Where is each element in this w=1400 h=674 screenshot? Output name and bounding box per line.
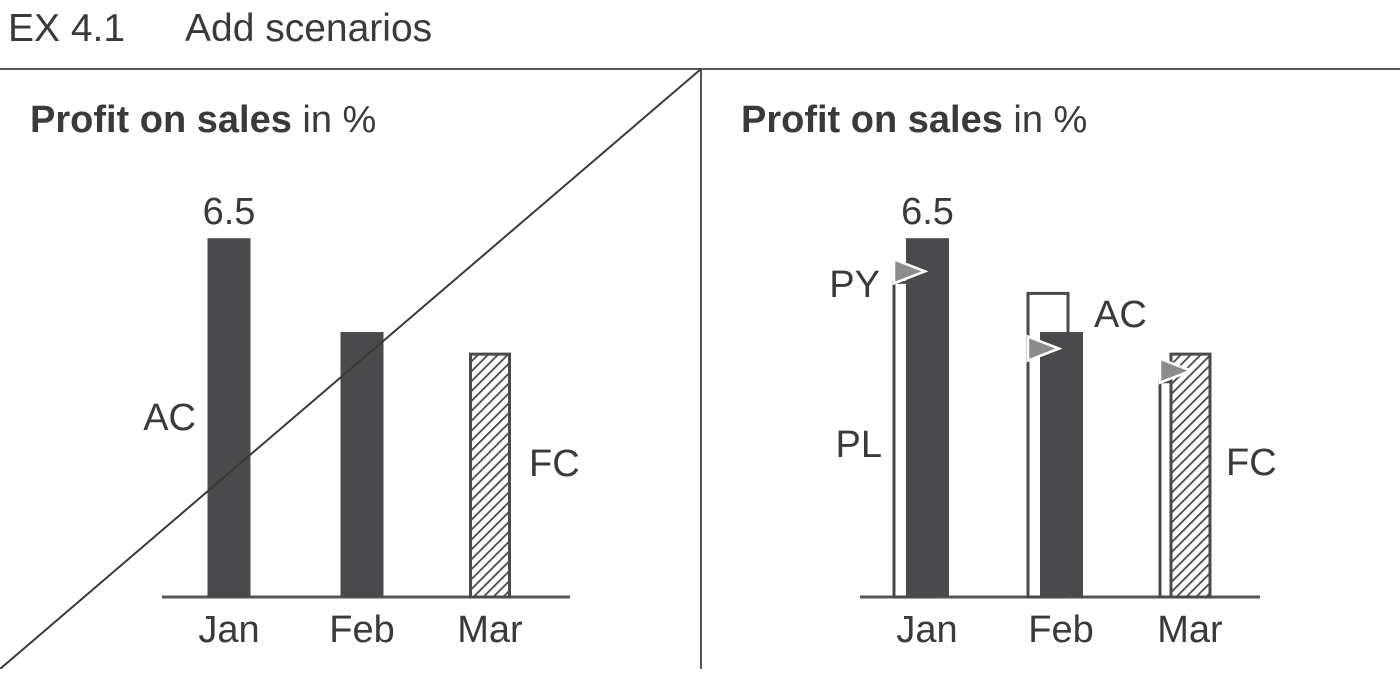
right-tick-mar: Mar — [1157, 609, 1223, 651]
right-series-label-pl: PL — [836, 424, 882, 466]
right-marker-py-feb — [1026, 334, 1063, 363]
right-bar-ac-jan — [906, 238, 949, 597]
right-bar-ac-feb — [1040, 332, 1083, 597]
right-data-label-jan: 6.5 — [901, 191, 954, 233]
left-data-label-jan: 6.5 — [203, 191, 256, 233]
left-series-label-ac: AC — [143, 397, 196, 439]
exhibit-title: Add scenarios — [185, 7, 432, 50]
left-chart: Jan 6.5 Feb Mar AC FC — [143, 191, 579, 651]
right-marker-py-mar — [1158, 356, 1195, 385]
right-marker-py-jan — [892, 257, 929, 286]
left-series-label-fc: FC — [529, 443, 580, 485]
exhibit-number: EX 4.1 — [8, 7, 125, 50]
right-series-label-fc: FC — [1226, 442, 1277, 484]
left-panel: Profit on sales in % Jan 6.5 Feb Mar AC FC — [30, 99, 580, 651]
left-panel-title: Profit on sales in % — [30, 99, 376, 141]
right-series-label-py: PY — [829, 264, 880, 306]
strike-through-line — [0, 68, 702, 670]
left-tick-jan: Jan — [198, 609, 259, 651]
right-tick-feb: Feb — [1028, 609, 1093, 651]
right-panel: Profit on sales in % Jan 6.5 Feb Mar PY PL AC F… — [741, 99, 1277, 651]
left-title-bold: Profit on sales — [30, 99, 292, 141]
left-tick-mar: Mar — [457, 609, 523, 651]
right-title-rest: in % — [1003, 99, 1087, 141]
right-tick-jan: Jan — [896, 609, 957, 651]
right-panel-title: Profit on sales in % — [741, 99, 1087, 141]
right-bar-fc-mar — [1169, 352, 1212, 599]
right-title-bold: Profit on sales — [741, 99, 1003, 141]
right-chart: Jan 6.5 Feb Mar PY PL AC FC — [829, 191, 1276, 651]
right-series-label-ac: AC — [1094, 294, 1147, 336]
left-bar-fc-mar — [469, 352, 511, 599]
left-bar-ac-feb — [340, 332, 384, 597]
left-title-rest: in % — [292, 99, 376, 141]
left-bar-ac-jan — [207, 238, 251, 597]
left-tick-feb: Feb — [329, 609, 394, 651]
